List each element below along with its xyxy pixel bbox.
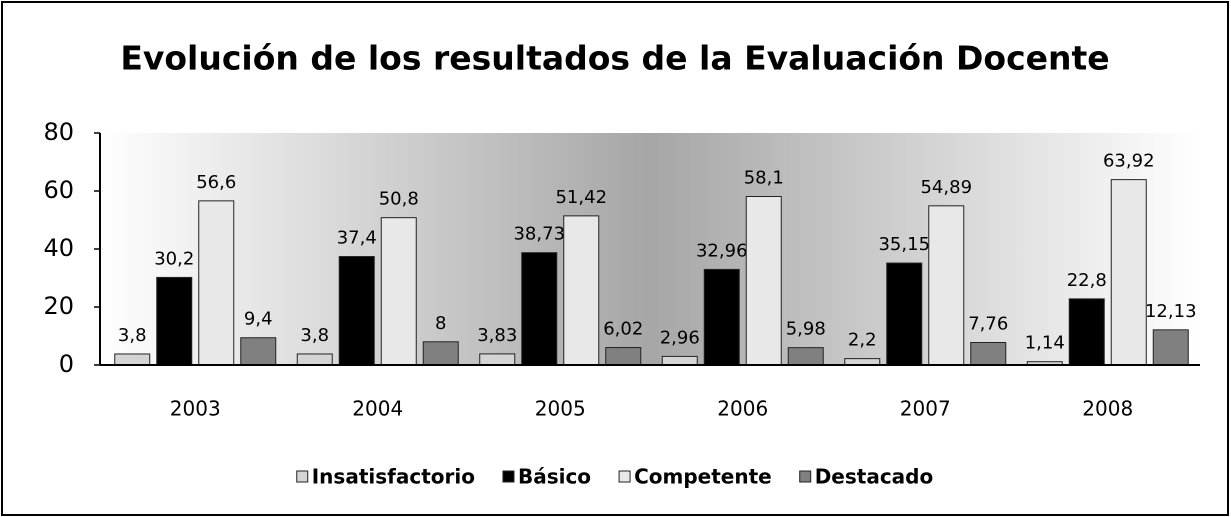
value-label: 22,8 [1067, 270, 1107, 291]
value-label: 38,73 [513, 224, 565, 245]
legend-label: Destacado [815, 465, 934, 489]
value-label: 56,6 [196, 172, 236, 193]
value-label: 50,8 [379, 189, 419, 210]
bar [422, 341, 459, 366]
legend-swatch [502, 470, 515, 483]
bar [563, 215, 600, 366]
bar [1068, 298, 1105, 366]
value-label: 5,98 [786, 319, 826, 340]
legend-swatch [618, 470, 631, 483]
bar [156, 276, 193, 366]
value-label: 7,76 [968, 313, 1008, 334]
bar [703, 268, 740, 366]
bar [380, 217, 417, 366]
bar [521, 252, 558, 366]
value-label: 30,2 [154, 248, 194, 269]
chart-title: Evolución de los resultados de la Evalua… [120, 39, 1109, 78]
y-tick-label: 80 [43, 118, 74, 146]
value-label: 3,83 [477, 325, 517, 346]
bar [745, 196, 782, 366]
value-label: 35,15 [878, 234, 930, 255]
legend-swatch [296, 470, 309, 483]
bar [787, 347, 824, 366]
value-label: 6,02 [603, 319, 643, 340]
x-tick-label: 2008 [1082, 397, 1133, 421]
y-tick-label: 0 [59, 350, 74, 378]
x-tick-label: 2005 [535, 397, 586, 421]
y-tick-label: 60 [43, 176, 74, 204]
value-label: 12,13 [1145, 301, 1197, 322]
value-label: 3,8 [118, 325, 147, 346]
bar [296, 353, 333, 366]
bar [661, 355, 698, 366]
value-label: 3,8 [300, 325, 329, 346]
y-tick-label: 20 [43, 292, 74, 320]
x-tick-label: 2004 [352, 397, 403, 421]
legend-label: Insatisfactorio [312, 465, 475, 489]
value-label: 1,14 [1025, 333, 1065, 354]
y-tick-label: 40 [43, 234, 74, 262]
legend-label: Competente [634, 465, 772, 489]
value-label: 63,92 [1103, 151, 1155, 172]
bar [886, 262, 923, 366]
value-label: 9,4 [244, 309, 273, 330]
bar [970, 341, 1007, 366]
value-label: 51,42 [555, 187, 607, 208]
bar [114, 353, 151, 366]
value-label: 58,1 [744, 168, 784, 189]
value-label: 2,96 [660, 327, 700, 348]
value-label: 54,89 [920, 177, 972, 198]
bar [479, 353, 516, 366]
bar [928, 205, 965, 366]
legend-swatch [799, 470, 812, 483]
value-label: 32,96 [696, 240, 748, 261]
value-label: 2,2 [848, 330, 877, 351]
x-tick-label: 2003 [170, 397, 221, 421]
bar [1152, 329, 1189, 366]
plot-area [100, 133, 1200, 365]
x-tick-label: 2007 [900, 397, 951, 421]
bar [198, 200, 235, 366]
bar [240, 337, 277, 366]
bar [1110, 179, 1147, 366]
bar [338, 256, 375, 366]
value-label: 37,4 [337, 228, 377, 249]
value-label: 8 [435, 313, 446, 334]
x-tick-label: 2006 [717, 397, 768, 421]
legend-label: Básico [518, 465, 591, 489]
bar [605, 347, 642, 366]
